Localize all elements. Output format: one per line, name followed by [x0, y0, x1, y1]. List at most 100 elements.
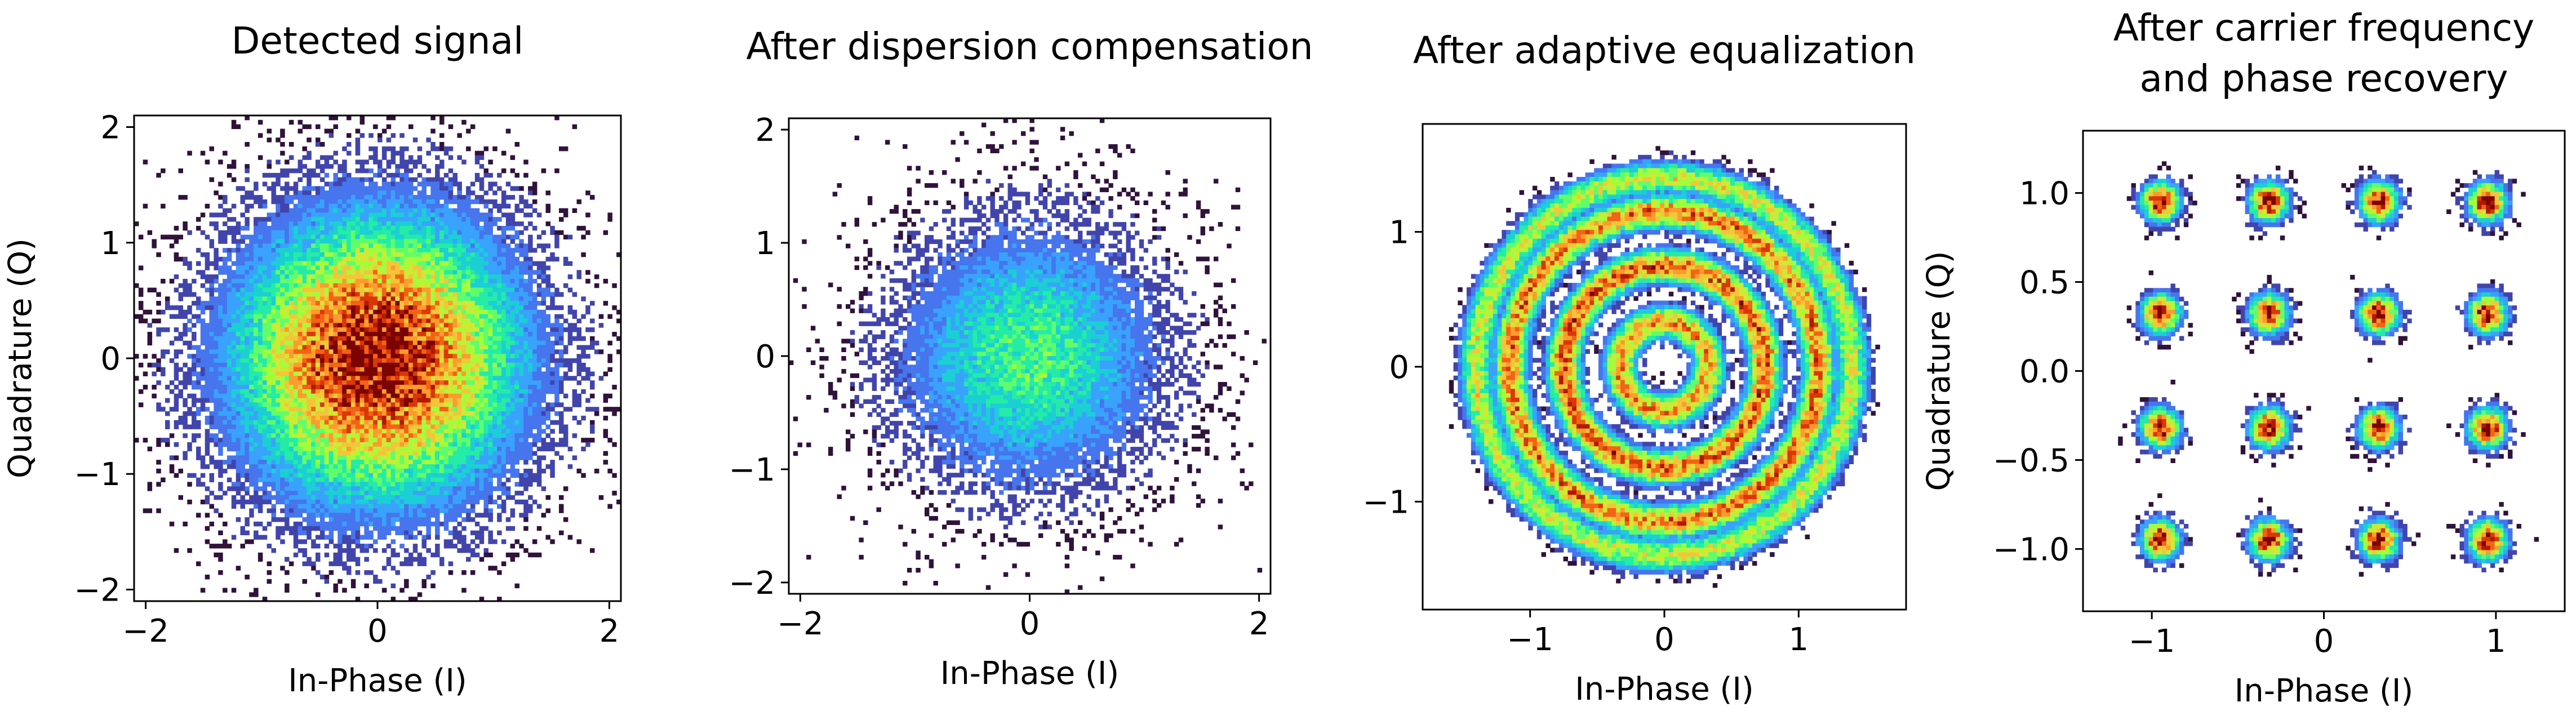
- heatmap-bin: [457, 455, 462, 460]
- heatmap-bin: [316, 159, 321, 165]
- heatmap-bin: [377, 411, 383, 416]
- heatmap-bin: [297, 433, 303, 438]
- heatmap-bin: [395, 323, 400, 328]
- heatmap-bin: [262, 265, 268, 270]
- heatmap-bin: [209, 393, 214, 399]
- heatmap-bin: [288, 464, 294, 469]
- heatmap-bin: [355, 128, 361, 134]
- heatmap-bin: [452, 526, 458, 531]
- heatmap-bin: [435, 203, 440, 209]
- heatmap-bin: [448, 287, 454, 292]
- heatmap-bin: [435, 243, 440, 248]
- heatmap-bin: [381, 451, 387, 456]
- heatmap-bin: [373, 575, 378, 580]
- heatmap-bin: [236, 398, 241, 403]
- heatmap-bin: [311, 186, 316, 191]
- heatmap-bin: [412, 239, 418, 244]
- heatmap-bin: [302, 199, 307, 205]
- heatmap-bin: [316, 203, 321, 209]
- heatmap-bin: [443, 539, 449, 544]
- heatmap-bin: [404, 530, 409, 535]
- heatmap-bin: [381, 186, 387, 191]
- heatmap-bin: [381, 513, 387, 518]
- heatmap-bin: [342, 354, 347, 359]
- heatmap-bin: [439, 283, 445, 288]
- heatmap-bin: [285, 583, 290, 589]
- heatmap-bin: [368, 239, 374, 244]
- heatmap-bin: [355, 539, 361, 544]
- heatmap-bin: [214, 460, 219, 465]
- heatmap-bin: [342, 433, 347, 438]
- heatmap-bin: [271, 190, 276, 195]
- heatmap-bin: [285, 301, 290, 306]
- heatmap-bin: [240, 287, 245, 292]
- heatmap-bin: [174, 473, 179, 478]
- heatmap-bin: [373, 309, 378, 315]
- heatmap-bin: [328, 248, 334, 253]
- heatmap-bin: [350, 362, 356, 368]
- heatmap-bin: [297, 221, 303, 226]
- heatmap-bin: [452, 208, 458, 213]
- heatmap-bin: [350, 230, 356, 235]
- heatmap-bin: [355, 460, 361, 465]
- heatmap-bin: [377, 274, 383, 279]
- heatmap-bin: [271, 234, 276, 239]
- heatmap-bin: [200, 349, 206, 354]
- heatmap-bin: [435, 349, 440, 354]
- heatmap-bin: [364, 159, 369, 165]
- heatmap-bin: [254, 256, 259, 262]
- heatmap-bin: [293, 362, 299, 368]
- heatmap-bin: [297, 495, 303, 500]
- heatmap-bin: [390, 517, 396, 522]
- heatmap-bin: [245, 398, 250, 403]
- heatmap-bin: [276, 393, 281, 399]
- heatmap-bin: [337, 433, 343, 438]
- heatmap-bin: [435, 336, 440, 341]
- heatmap-bin: [377, 415, 383, 421]
- heatmap-bin: [443, 464, 449, 469]
- heatmap-bin: [359, 535, 365, 540]
- heatmap-bin: [319, 349, 325, 354]
- heatmap-bin: [347, 199, 352, 205]
- heatmap-bin: [359, 252, 365, 257]
- heatmap-bin: [262, 309, 268, 315]
- heatmap-bin: [257, 203, 263, 209]
- heatmap-bin: [452, 420, 458, 425]
- heatmap-bin: [430, 464, 436, 469]
- heatmap-bin: [293, 504, 299, 509]
- heatmap-bin: [285, 278, 290, 284]
- heatmap-bin: [368, 168, 374, 174]
- heatmap-bin: [364, 274, 369, 279]
- heatmap-bin: [439, 455, 445, 460]
- heatmap-bin: [324, 420, 330, 425]
- heatmap-bin: [333, 195, 338, 200]
- heatmap-bin: [218, 296, 223, 301]
- heatmap-bin: [316, 460, 321, 465]
- heatmap-bin: [271, 376, 276, 381]
- heatmap-bin: [223, 398, 228, 403]
- heatmap-bin: [174, 336, 179, 341]
- heatmap-bin: [285, 186, 290, 191]
- heatmap-bin: [254, 354, 259, 359]
- heatmap-bin: [417, 199, 423, 205]
- heatmap-bin: [435, 195, 440, 200]
- heatmap-bin: [231, 398, 237, 403]
- heatmap-bin: [452, 252, 458, 257]
- heatmap-bin: [262, 460, 268, 465]
- heatmap-bin: [328, 164, 334, 169]
- heatmap-bin: [399, 561, 405, 566]
- heatmap-bin: [347, 517, 352, 522]
- heatmap-bin: [443, 358, 449, 363]
- heatmap-bin: [373, 424, 378, 429]
- heatmap-bin: [276, 460, 281, 465]
- heatmap-bin: [311, 486, 316, 491]
- heatmap-bin: [257, 468, 263, 474]
- heatmap-bin: [426, 468, 431, 474]
- heatmap-bin: [209, 327, 214, 332]
- heatmap-bin: [386, 270, 392, 275]
- heatmap-bin: [373, 283, 378, 288]
- heatmap-bin: [408, 332, 414, 337]
- heatmap-bin: [350, 221, 356, 226]
- heatmap-bin: [240, 274, 245, 279]
- heatmap-bin: [147, 336, 153, 341]
